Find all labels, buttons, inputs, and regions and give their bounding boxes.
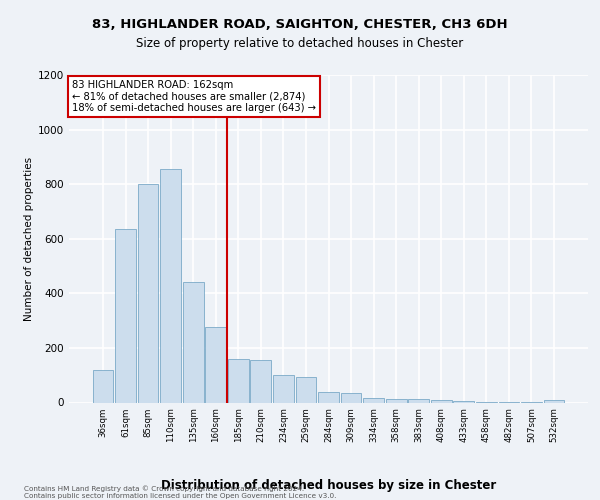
Bar xyxy=(183,282,203,403)
Bar xyxy=(160,169,181,402)
Bar xyxy=(318,392,339,402)
Bar xyxy=(92,370,113,402)
Bar xyxy=(341,393,361,402)
Text: Contains HM Land Registry data © Crown copyright and database right 2024.
Contai: Contains HM Land Registry data © Crown c… xyxy=(24,486,337,499)
Y-axis label: Number of detached properties: Number of detached properties xyxy=(24,156,34,321)
Bar xyxy=(431,400,452,402)
Bar xyxy=(296,376,316,402)
Bar xyxy=(273,375,294,402)
Bar xyxy=(363,398,384,402)
Bar xyxy=(205,328,226,402)
Bar xyxy=(409,399,429,402)
Bar xyxy=(250,360,271,403)
Bar xyxy=(544,400,565,402)
Text: 83, HIGHLANDER ROAD, SAIGHTON, CHESTER, CH3 6DH: 83, HIGHLANDER ROAD, SAIGHTON, CHESTER, … xyxy=(92,18,508,30)
Text: 83 HIGHLANDER ROAD: 162sqm
← 81% of detached houses are smaller (2,874)
18% of s: 83 HIGHLANDER ROAD: 162sqm ← 81% of deta… xyxy=(71,80,316,113)
Bar xyxy=(386,398,407,402)
Bar xyxy=(228,359,248,403)
Bar xyxy=(454,401,474,402)
Text: Distribution of detached houses by size in Chester: Distribution of detached houses by size … xyxy=(161,480,496,492)
Text: Size of property relative to detached houses in Chester: Size of property relative to detached ho… xyxy=(136,38,464,51)
Bar xyxy=(137,184,158,402)
Bar xyxy=(115,229,136,402)
